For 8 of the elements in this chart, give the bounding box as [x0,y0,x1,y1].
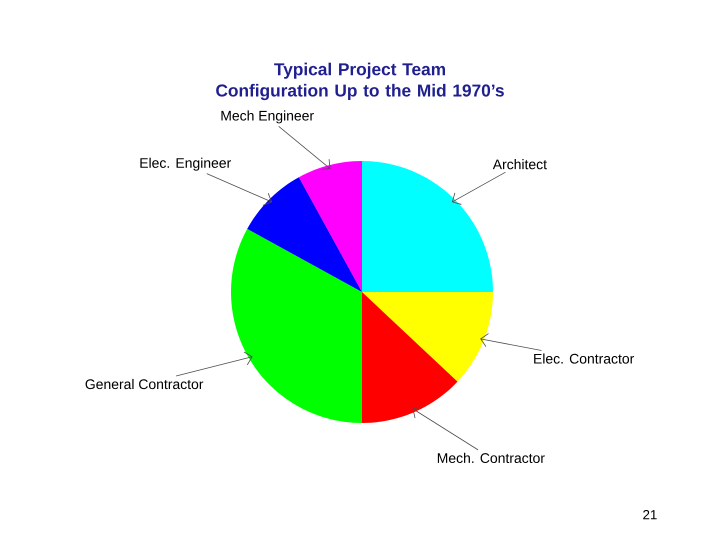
slice-label: Mech. Contractor [438,452,545,464]
text: 21 [643,510,657,520]
slice-label: Elec. Contractor [534,353,634,364]
slice-label: Elec. Engineer [140,158,231,171]
slice-label: Mech Engineer [221,110,314,124]
slice-label: General Contractor [86,378,204,390]
slice-label: Architect [492,159,547,170]
chart-title: Typical Project Team Configuration Up to the Mid 1970’s [216,62,504,100]
